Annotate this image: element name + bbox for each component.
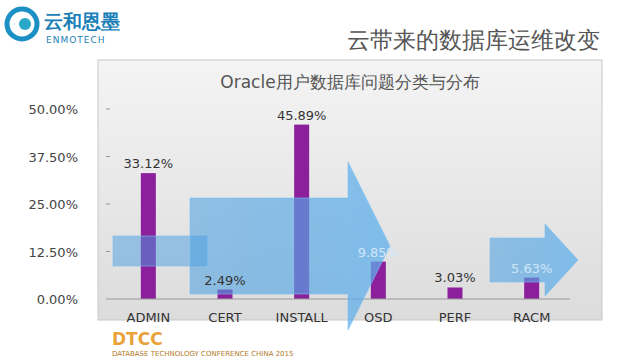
y-tick-label: 0.00% <box>37 292 78 307</box>
slide: 云和恩墨 ENMOTECH 云带来的数据库运维改变 Oracle用户数据库问题分类与分… <box>0 0 640 360</box>
decor-arrow <box>490 224 578 296</box>
data-label: 45.89% <box>277 108 327 123</box>
logo-ring <box>7 9 37 39</box>
y-tick <box>106 299 110 300</box>
y-tick <box>106 156 110 157</box>
logo-dot <box>19 18 31 30</box>
y-tick <box>106 204 110 205</box>
x-axis <box>110 299 570 300</box>
data-label: 3.03% <box>434 270 475 285</box>
y-tick-label: 50.00% <box>28 102 78 117</box>
x-tick-label: PERF <box>439 310 472 325</box>
data-label: 5.63% <box>511 261 552 276</box>
x-tick-label: RACM <box>513 310 550 325</box>
footer-text: DATABASE TECHNOLOGY CONFERENCE CHINA 201… <box>112 350 293 358</box>
y-tick-label: 37.50% <box>28 150 78 165</box>
x-tick-label: OSD <box>364 310 393 325</box>
logo-text: 云和恩墨 <box>44 10 120 32</box>
chart-title: Oracle用户数据库问题分类与分布 <box>220 72 479 92</box>
data-label: 33.12% <box>124 156 174 171</box>
data-label: 9.85% <box>358 245 399 260</box>
bar <box>448 287 463 299</box>
x-tick-label: CERT <box>208 310 241 325</box>
y-tick-label: 25.00% <box>28 197 78 212</box>
y-tick-label: 12.50% <box>28 245 78 260</box>
heading: 云带来的数据库运维改变 <box>347 27 600 53</box>
y-tick <box>106 251 110 252</box>
x-tick-label: ADMIN <box>126 310 170 325</box>
y-tick <box>106 109 110 110</box>
logo-subtext: ENMOTECH <box>46 35 106 45</box>
footer-brand: DTCC <box>112 329 163 349</box>
x-tick-label: INSTALL <box>276 310 329 325</box>
data-label: 2.49% <box>204 273 245 288</box>
